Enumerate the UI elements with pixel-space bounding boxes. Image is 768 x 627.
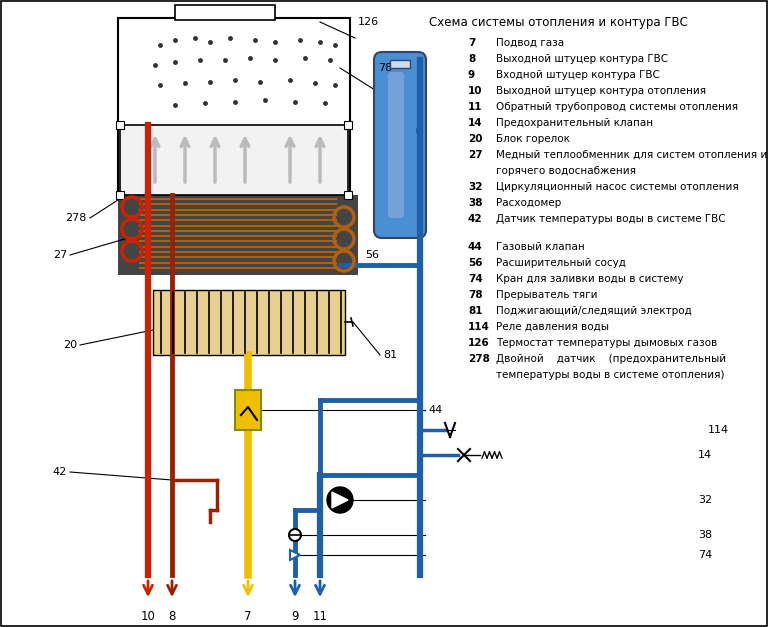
Text: 9: 9 (468, 70, 475, 80)
FancyBboxPatch shape (374, 52, 426, 238)
Text: 78: 78 (378, 63, 392, 73)
Text: 7: 7 (244, 611, 252, 623)
Text: Газовый клапан: Газовый клапан (496, 242, 584, 252)
FancyBboxPatch shape (388, 72, 404, 218)
Circle shape (289, 529, 301, 541)
Text: 20: 20 (63, 340, 77, 350)
Text: 42: 42 (468, 214, 482, 224)
Text: Обратный трубопровод системы отопления: Обратный трубопровод системы отопления (496, 102, 738, 112)
Text: Двойной    датчик    (предохранительный: Двойной датчик (предохранительный (496, 354, 726, 364)
Text: 56: 56 (365, 250, 379, 260)
Text: 27: 27 (468, 150, 482, 160)
Text: Выходной штуцер контура отопления: Выходной штуцер контура отопления (496, 86, 706, 96)
Text: 278: 278 (468, 354, 490, 364)
Text: Схема системы отопления и контура ГВС: Схема системы отопления и контура ГВС (429, 16, 687, 29)
Bar (118, 195, 358, 275)
Circle shape (327, 487, 353, 513)
Text: Подвод газа: Подвод газа (496, 38, 564, 48)
Polygon shape (290, 550, 300, 560)
Text: Кран для заливки воды в систему: Кран для заливки воды в систему (496, 274, 684, 284)
Bar (344, 191, 352, 199)
Bar (116, 191, 124, 199)
Text: 81: 81 (383, 350, 397, 360)
Text: 38: 38 (468, 198, 482, 208)
Text: 32: 32 (468, 182, 482, 192)
Text: 7: 7 (468, 38, 475, 48)
Bar (116, 121, 124, 129)
Text: 32: 32 (698, 495, 712, 505)
Text: 10: 10 (468, 86, 482, 96)
Text: 56: 56 (468, 258, 482, 268)
Text: 14: 14 (468, 118, 482, 128)
Text: 126: 126 (468, 338, 490, 348)
Text: Циркуляционный насос системы отопления: Циркуляционный насос системы отопления (496, 182, 739, 192)
Text: 14: 14 (698, 450, 712, 460)
Text: 38: 38 (698, 530, 712, 540)
Text: 27: 27 (53, 250, 67, 260)
Text: Прерыватель тяги: Прерыватель тяги (496, 290, 598, 300)
Text: горячего водоснабжения: горячего водоснабжения (496, 166, 636, 176)
Text: 9: 9 (291, 611, 299, 623)
Text: Медный теплообменник для систем отопления и: Медный теплообменник для систем отоплени… (496, 150, 767, 160)
Text: Датчик температуры воды в системе ГВС: Датчик температуры воды в системе ГВС (496, 214, 726, 224)
Text: Блок горелок: Блок горелок (496, 134, 570, 144)
Text: Выходной штуцер контура ГВС: Выходной штуцер контура ГВС (496, 54, 668, 64)
Bar (175, 5, 275, 20)
Text: Расширительный сосуд: Расширительный сосуд (496, 258, 626, 268)
Text: Расходомер: Расходомер (496, 198, 561, 208)
Text: 126: 126 (358, 17, 379, 27)
Text: Поджигающий/следящий электрод: Поджигающий/следящий электрод (496, 306, 692, 316)
Text: 11: 11 (468, 102, 482, 112)
Text: 78: 78 (468, 290, 482, 300)
Text: 114: 114 (468, 322, 490, 332)
Text: 44: 44 (468, 242, 483, 252)
Text: 74: 74 (468, 274, 483, 284)
Text: 114: 114 (708, 425, 729, 435)
Bar (120, 125, 348, 195)
Text: 42: 42 (53, 467, 67, 477)
Text: 20: 20 (468, 134, 482, 144)
Text: 44: 44 (428, 405, 442, 415)
Text: 8: 8 (468, 54, 475, 64)
Text: Реле давления воды: Реле давления воды (496, 322, 609, 332)
Bar (390, 60, 410, 68)
Text: 8: 8 (168, 611, 176, 623)
Bar (153, 290, 345, 355)
Text: 74: 74 (698, 550, 712, 560)
Text: 11: 11 (313, 611, 327, 623)
Bar (118, 18, 350, 195)
Text: Предохранительный клапан: Предохранительный клапан (496, 118, 653, 128)
Text: 278: 278 (65, 213, 87, 223)
Text: температуры воды в системе отопления): температуры воды в системе отопления) (496, 370, 724, 380)
Polygon shape (332, 492, 348, 508)
Text: Входной штуцер контура ГВС: Входной штуцер контура ГВС (496, 70, 660, 80)
Bar (344, 121, 352, 129)
Bar (235, 390, 261, 430)
Text: Термостат температуры дымовых газов: Термостат температуры дымовых газов (496, 338, 717, 348)
Text: 81: 81 (468, 306, 482, 316)
Text: 10: 10 (141, 611, 155, 623)
